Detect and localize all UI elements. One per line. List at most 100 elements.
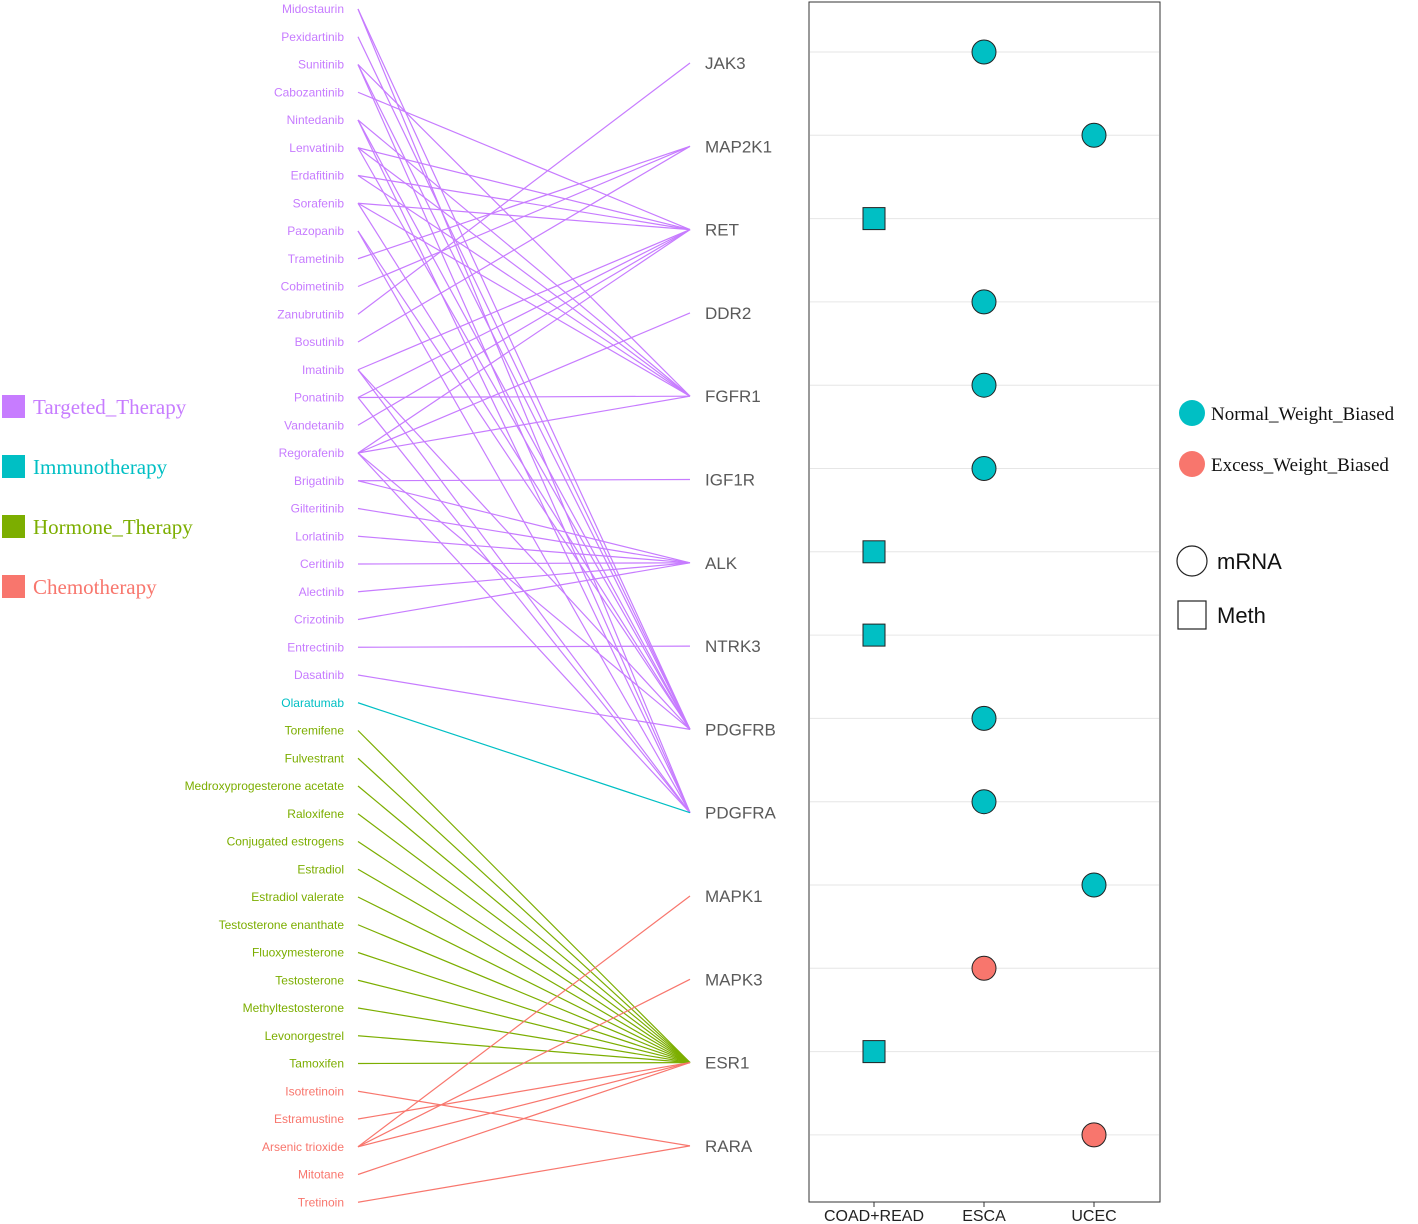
link-arsenic-trioxide-esr1 (357, 1062, 691, 1148)
drug-labels: Midostaurin Pexidartinib Sunitinib Cabozant… (185, 2, 345, 1209)
link-crizotinib-alk (357, 562, 691, 621)
drug-label-fulvestrant: Fulvestrant (285, 751, 345, 765)
drug-label-mitotane: Mitotane (298, 1168, 344, 1182)
drug-label-lorlatinib: Lorlatinib (295, 529, 344, 543)
plot-panel-border (808, 1, 1161, 1203)
drug-label-ceritinib: Ceritinib (300, 557, 344, 571)
shape-legend: mRNA Meth (1176, 545, 1282, 630)
link-conjugated-estrogens-esr1 (357, 841, 691, 1064)
point-esr1-coad-read (862, 1040, 886, 1064)
link-brigatinib-igf1r (357, 478, 691, 482)
gene-label-mapk1: MAPK1 (705, 887, 763, 906)
point-fgfr1-esca (971, 372, 997, 398)
plot-points (862, 39, 1107, 1148)
bias-legend: Normal_Weight_Biased Excess_Weight_Biased (1179, 400, 1395, 477)
drug-label-dasatinib: Dasatinib (294, 668, 344, 682)
gene-label-igf1r: IGF1R (705, 471, 755, 490)
drug-label-medroxyprogesterone-acetate: Medroxyprogesterone acetate (185, 779, 345, 793)
x-tick-label-ucec: UCEC (1071, 1208, 1116, 1224)
drug-label-estradiol: Estradiol (297, 862, 344, 876)
link-mitotane-esr1 (357, 1062, 691, 1176)
drug-label-levonorgestrel: Levonorgestrel (265, 1029, 344, 1043)
drug-label-isotretinoin: Isotretinoin (285, 1084, 344, 1098)
drug-label-regorafenib: Regorafenib (279, 446, 345, 460)
point-ntrk3-coad-read (862, 623, 886, 647)
legend-label-targeted-therapy: Targeted_Therapy (33, 395, 187, 419)
drug-label-brigatinib: Brigatinib (294, 474, 344, 488)
link-lenvatinib-fgfr1 (357, 147, 691, 397)
link-regorafenib-ddr2 (357, 312, 691, 454)
point-pdgfra-esca (971, 789, 997, 815)
legend-key-targeted-therapy (2, 395, 25, 418)
gene-label-pdgfrb: PDGFRB (705, 720, 776, 739)
point-ddr2-esca (971, 289, 997, 315)
drug-label-toremifene: Toremifene (285, 724, 345, 738)
gene-label-ntrk3: NTRK3 (705, 637, 761, 656)
link-levonorgestrel-esr1 (357, 1035, 691, 1064)
legend-label-normal-weight-biased: Normal_Weight_Biased (1211, 404, 1395, 425)
link-ponatinib-ret (357, 229, 691, 399)
drug-label-cabozantinib: Cabozantinib (274, 85, 344, 99)
legend-key-meth (1177, 600, 1207, 630)
gene-label-esr1: ESR1 (705, 1054, 749, 1073)
drug-label-entrectinib: Entrectinib (287, 640, 344, 654)
drug-label-olaratumab: Olaratumab (281, 696, 344, 710)
drug-label-tamoxifen: Tamoxifen (289, 1057, 344, 1071)
point-alk-coad-read (862, 540, 886, 564)
link-bosutinib-map2k1 (357, 145, 691, 343)
link-arsenic-trioxide-mapk3 (357, 978, 691, 1148)
link-estradiol-esr1 (357, 868, 691, 1064)
drug-label-estramustine: Estramustine (274, 1112, 344, 1126)
drug-label-gilteritinib: Gilteritinib (291, 502, 345, 516)
gene-label-jak3: JAK3 (705, 54, 746, 73)
x-axis-ticks: COAD+READ ESCA UCEC (824, 1202, 1117, 1224)
link-gilteritinib-alk (357, 507, 691, 564)
link-raloxifene-esr1 (357, 813, 691, 1064)
drug-label-methyltestosterone: Methyltestosterone (243, 1001, 345, 1015)
link-midostaurin-pdgfra (357, 8, 691, 813)
therapy-legend: Targeted_Therapy Immunotherapy Hormone_The… (2, 395, 193, 599)
drug-label-trametinib: Trametinib (288, 252, 345, 266)
point-mapk3-esca (971, 955, 997, 981)
drug-label-sorafenib: Sorafenib (293, 196, 345, 210)
link-lorlatinib-alk (357, 535, 691, 564)
gene-labels: JAK3 MAP2K1 RET DDR2 FGFR1 IGF1R ALK NTRK3 PDGFR… (705, 54, 777, 1156)
drug-label-fluoxymesterone: Fluoxymesterone (252, 946, 344, 960)
link-olaratumab-pdgfra (357, 702, 691, 814)
drug-label-bosutinib: Bosutinib (295, 335, 345, 349)
link-ceritinib-alk (357, 562, 691, 565)
link-regorafenib-ret (357, 229, 691, 454)
drug-label-arsenic-trioxide: Arsenic trioxide (262, 1140, 344, 1154)
legend-label-excess-weight-biased: Excess_Weight_Biased (1211, 455, 1389, 476)
point-ret-coad-read (862, 207, 886, 231)
drug-label-ponatinib: Ponatinib (294, 391, 344, 405)
legend-label-immunotherapy: Immunotherapy (33, 455, 168, 479)
legend-key-chemotherapy (2, 575, 25, 598)
gene-label-ddr2: DDR2 (705, 304, 751, 323)
link-zanubrutinib-jak3 (357, 62, 691, 315)
link-tretinoin-rara (357, 1145, 691, 1203)
link-regorafenib-fgfr1 (357, 395, 691, 454)
drug-label-tretinoin: Tretinoin (298, 1195, 344, 1209)
gene-label-map2k1: MAP2K1 (705, 137, 772, 156)
drug-label-conjugated-estrogens: Conjugated estrogens (227, 835, 344, 849)
link-lenvatinib-pdgfrb (357, 147, 691, 730)
point-igf1r-esca (971, 456, 997, 481)
gene-label-rara: RARA (705, 1137, 753, 1156)
point-pdgfrb-esca (971, 705, 997, 731)
link-ponatinib-fgfr1 (357, 395, 691, 399)
legend-key-immunotherapy (2, 455, 25, 478)
gene-label-pdgfra: PDGFRA (705, 804, 777, 823)
drug-label-estradiol-valerate: Estradiol valerate (251, 890, 344, 904)
x-tick-label-coad-read: COAD+READ (824, 1208, 924, 1224)
link-entrectinib-ntrk3 (357, 645, 691, 648)
gene-label-alk: ALK (705, 554, 738, 573)
link-trametinib-map2k1 (357, 145, 691, 260)
legend-key-excess-weight-biased (1179, 451, 1205, 477)
legend-label-hormone-therapy: Hormone_Therapy (33, 515, 193, 539)
legend-key-normal-weight-biased (1179, 400, 1205, 426)
link-arsenic-trioxide-mapk1 (357, 895, 691, 1148)
link-dasatinib-pdgfrb (357, 674, 691, 730)
drug-label-lenvatinib: Lenvatinib (289, 141, 344, 155)
link-ponatinib-pdgfra (357, 397, 691, 814)
